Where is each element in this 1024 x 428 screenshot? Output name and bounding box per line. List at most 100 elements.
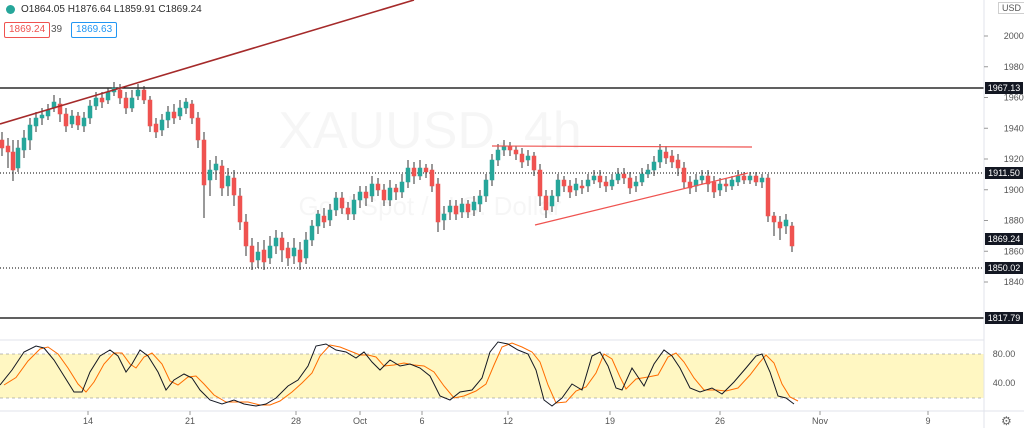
candle-down <box>621 173 627 179</box>
candle-down <box>675 159 681 169</box>
candle-down <box>669 155 675 163</box>
candle-up <box>135 89 141 97</box>
candle-down <box>189 103 195 119</box>
candle-down <box>153 123 159 133</box>
candle-up <box>651 161 657 171</box>
candle-up <box>207 169 213 181</box>
price-label: 1817.79 <box>988 313 1021 323</box>
candle-up <box>333 197 339 211</box>
candle-up <box>645 169 651 175</box>
ohlc-values: O1864.05 H1876.64 L1859.91 C1869.24 <box>21 4 202 15</box>
candle-down <box>363 191 369 199</box>
x-tick-label: 14 <box>83 416 93 426</box>
candle-up <box>315 213 321 227</box>
y-tick-label: 1840.00 <box>1004 277 1024 287</box>
candle-down <box>0 139 5 149</box>
candle-up <box>585 179 591 187</box>
candle-down <box>195 117 201 141</box>
candle-up <box>639 173 645 183</box>
candle-up <box>717 183 723 191</box>
candle-up <box>747 175 753 181</box>
candle-up <box>405 167 411 183</box>
candle-up <box>303 239 309 259</box>
candle-down <box>381 189 387 201</box>
stoch-band <box>0 354 984 398</box>
candle-up <box>45 109 51 117</box>
candle-down <box>345 207 351 215</box>
price-label-box <box>985 82 1023 94</box>
candle-up <box>489 159 495 181</box>
x-tick-label: 6 <box>419 416 424 426</box>
candle-up <box>459 203 465 213</box>
candle-up <box>609 179 615 187</box>
candle-down <box>321 215 327 223</box>
market-status-icon <box>6 5 15 14</box>
gear-icon[interactable]: ⚙ <box>1001 414 1012 428</box>
candle-down <box>231 177 237 196</box>
y-tick-label: 1980.00 <box>1004 62 1024 72</box>
sell-button[interactable]: 1869.24 <box>4 22 51 38</box>
x-tick-label: 26 <box>715 416 725 426</box>
candle-down <box>171 111 177 119</box>
buy-button[interactable]: 1869.63 <box>71 22 118 38</box>
resistance-line <box>491 145 753 148</box>
price-label-box <box>985 312 1023 324</box>
candle-down <box>279 237 285 251</box>
candle-down <box>249 245 255 263</box>
candle-down <box>99 97 105 103</box>
candle-down <box>375 183 381 191</box>
candle-down <box>603 181 609 187</box>
candle-up <box>267 245 273 259</box>
trend-line <box>0 0 415 125</box>
candle-down <box>777 221 783 229</box>
x-tick-label: 28 <box>291 416 301 426</box>
y-tick-label: 1900.00 <box>1004 185 1024 195</box>
candle-down <box>285 247 291 259</box>
candle-down <box>531 155 537 171</box>
time-axis[interactable]: 14 21 28 Oct 6 12 19 26 Nov 9 <box>83 411 931 426</box>
y-tick-label: 1940.00 <box>1004 123 1024 133</box>
candle-down <box>771 215 777 223</box>
candle-up <box>549 195 555 207</box>
x-tick-label: 12 <box>503 416 513 426</box>
candle-down <box>537 169 543 197</box>
candle-up <box>387 187 393 201</box>
candle-down <box>741 175 747 181</box>
candle-down <box>567 185 573 193</box>
watermark-symbol: XAUUSD, 4h <box>278 102 581 160</box>
drawings <box>0 0 753 226</box>
candle-up <box>27 124 33 141</box>
candle-up <box>87 105 93 119</box>
stoch-tick-label: 40.00 <box>993 378 1016 388</box>
candle-up <box>483 179 489 197</box>
candle-down <box>141 89 147 101</box>
candle-down <box>423 167 429 173</box>
candle-up <box>177 107 183 117</box>
candle-up <box>573 183 579 191</box>
candle-down <box>705 175 711 185</box>
candle-up <box>735 175 741 183</box>
candle-up <box>477 195 483 205</box>
candle-down <box>687 181 693 189</box>
candle-up <box>81 117 87 127</box>
candle-up <box>165 111 171 121</box>
candle-down <box>243 221 249 247</box>
candle-up <box>15 147 21 169</box>
y-tick-label: 1960.00 <box>1004 93 1024 103</box>
candle-up <box>729 179 735 187</box>
price-label-box <box>985 167 1023 179</box>
ohlc-legend: O1864.05 H1876.64 L1859.91 C1869.24 <box>6 4 202 15</box>
candle-up <box>39 114 45 119</box>
candle-up <box>591 175 597 181</box>
currency-button[interactable]: USD <box>998 2 1024 14</box>
candle-down <box>411 167 417 177</box>
candle-down <box>147 99 153 127</box>
candle-down <box>393 187 399 193</box>
candle-down <box>429 169 435 187</box>
y-tick-label: 2000.00 <box>1004 31 1024 41</box>
candle-down <box>561 179 567 187</box>
x-tick-label: 9 <box>925 416 930 426</box>
candle-down <box>261 249 267 263</box>
